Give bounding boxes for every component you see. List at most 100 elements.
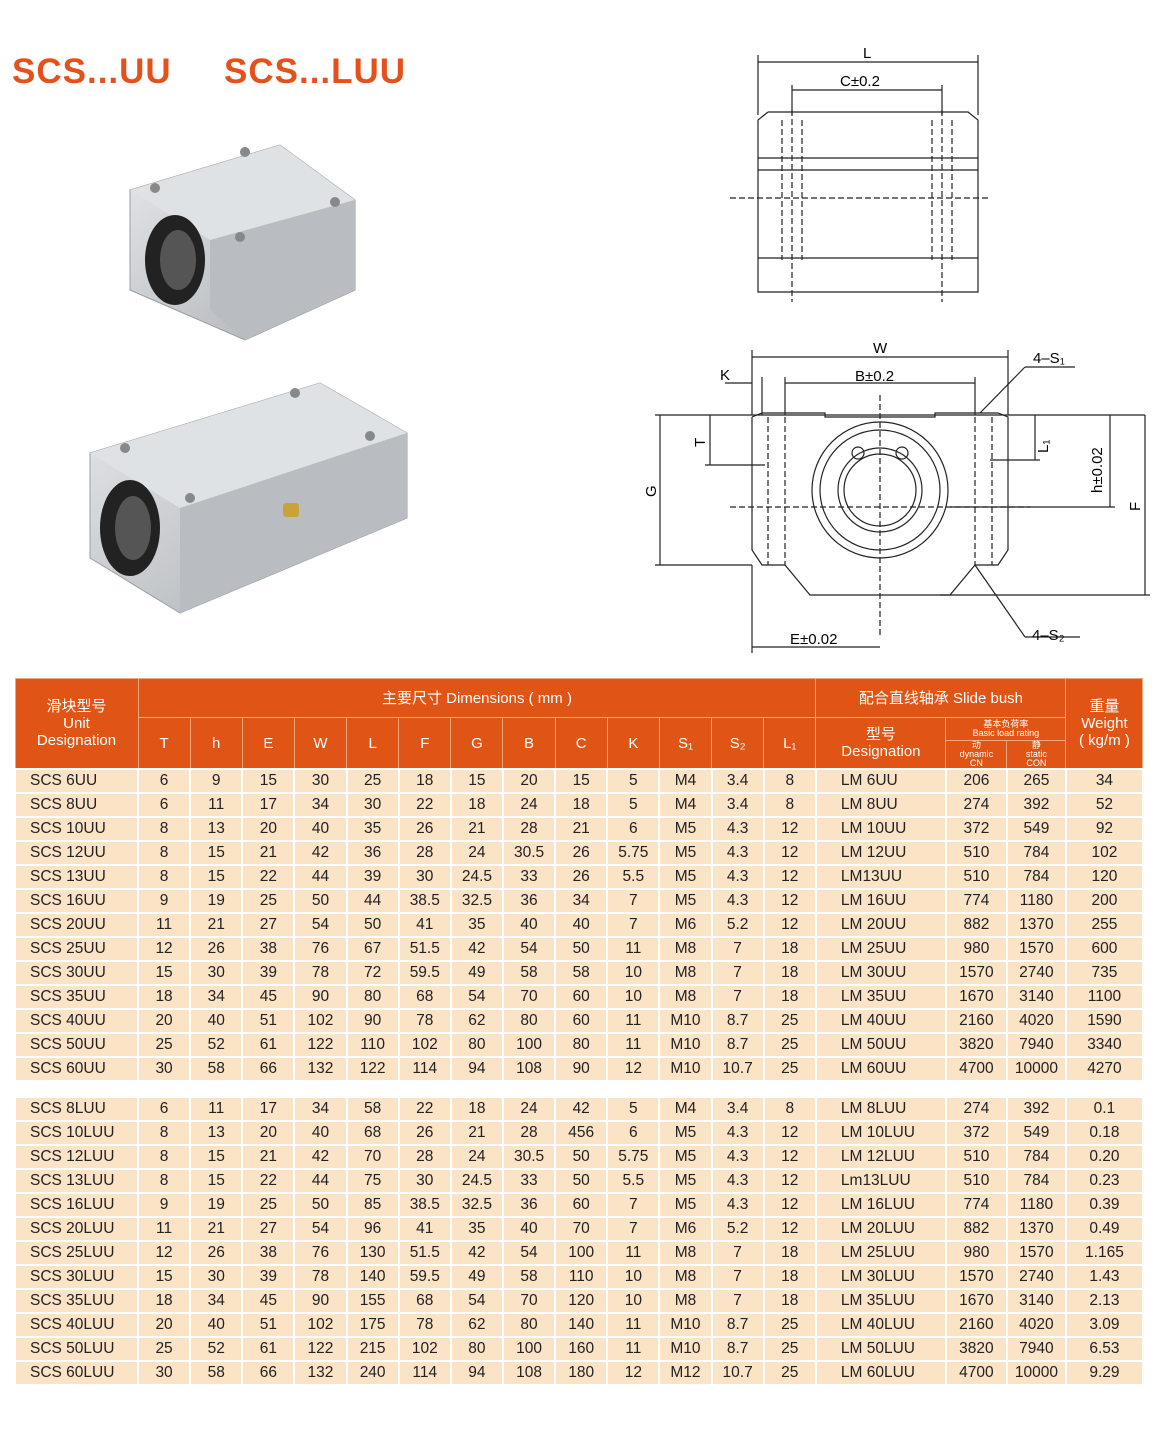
table-cell: 784 [1005,1144,1067,1170]
table-cell: 15 [136,960,192,986]
table-cell: LM 12LUU [814,1144,947,1170]
table-cell: 50 [293,1192,348,1218]
table-cell: 34 [189,984,244,1010]
table-cell: 1570 [1005,1240,1067,1266]
table-cell: 52 [189,1032,244,1058]
table-cell: 255 [1064,912,1144,938]
table-cell: 6.53 [1064,1336,1144,1362]
table-cell: LM 40UU [814,1008,947,1034]
table-cell: 32.5 [449,1192,504,1218]
table-cell: 1670 [944,984,1008,1010]
table-cell: 11 [606,1032,661,1058]
table-cell: 980 [944,1240,1008,1266]
table-cell: 4020 [1005,1008,1067,1034]
table-cell: 784 [1005,840,1067,866]
table-cell: LM13UU [814,864,947,890]
table-cell: 66 [241,1360,296,1386]
table-cell: 12 [762,816,817,842]
dim-F: F [1127,502,1144,511]
table-row: SCS 30LUU 15 30 39 78 140 59.5 49 58 110 10 M8 7 18 LM… [14,1264,1144,1290]
dim-C: C±0.2 [840,73,880,90]
table-cell: 30 [189,1264,244,1290]
table-cell: 2740 [1005,1264,1067,1290]
dim-col-header: E [241,717,295,770]
table-cell: LM 8LUU [814,1096,947,1122]
table-cell: 100 [554,1240,609,1266]
table-cell: 1.43 [1064,1264,1144,1290]
table-cell: 110 [554,1264,609,1290]
table-cell: SCS 50LUU [14,1336,139,1362]
table-cell: 12 [606,1056,661,1082]
table-cell: 24.5 [449,1168,504,1194]
table-cell: 34 [189,1288,244,1314]
table-cell: 882 [944,1216,1008,1242]
table-cell: 44 [293,864,348,890]
table-cell: 4.3 [710,1144,765,1170]
table-cell: LM 30UU [814,960,947,986]
table-cell: 15 [189,1168,244,1194]
table-cell: 38 [241,1240,296,1266]
table-cell: 8 [762,792,817,818]
table-cell: 36 [345,840,400,866]
table-cell: 72 [345,960,400,986]
table-cell: 54 [501,1240,557,1266]
table-cell: 3140 [1005,1288,1067,1314]
unit-designation-header: 滑块型号 Unit Designation [14,678,139,770]
front-view-drawing: W K B±0.2 4–S₁ T G L₁ h±0.02 F E±0.02 4–… [643,340,1150,653]
table-cell: 42 [554,1096,609,1122]
table-cell: 108 [501,1056,557,1082]
table-cell: 8 [136,1120,192,1146]
weight-header: 重量 Weight ( kg/m ) [1065,678,1144,770]
table-cell: 132 [293,1056,348,1082]
table-cell: 6 [606,816,661,842]
table-cell: 33 [501,864,557,890]
table-cell: 140 [554,1312,609,1338]
table-cell: 1570 [944,960,1008,986]
table-cell: 1590 [1064,1008,1144,1034]
spec-table: 滑块型号 Unit Designation 主要尺寸 Dimensions ( … [14,678,1144,1386]
table-cell: 392 [1005,1096,1067,1122]
table-cell: SCS 16UU [14,888,139,914]
dim-S2: 4–S₂ [1032,627,1065,644]
table-cell: 102 [397,1032,452,1058]
table-cell: LM 20LUU [814,1216,947,1242]
table-cell: 34 [293,1096,348,1122]
table-cell: 180 [554,1360,609,1386]
table-cell: LM 16UU [814,888,947,914]
table-cell: 5 [606,768,661,794]
table-cell: 18 [762,936,817,962]
table-cell: 4.3 [710,816,765,842]
table-cell: M4 [658,1096,713,1122]
table-cell: 15 [189,864,244,890]
dim-L1: L₁ [1035,440,1052,453]
table-cell: SCS 60LUU [14,1360,139,1386]
table-cell: SCS 30LUU [14,1264,139,1290]
dim-col-header: W [293,717,348,770]
table-cell: 18 [762,1264,817,1290]
table-cell: 4.3 [710,1168,765,1194]
table-row: SCS 16UU 9 19 25 50 44 38.5 32.5 36 34 7 M5 4.3 12 LM … [14,888,1144,914]
table-cell: M4 [658,792,713,818]
table-row: SCS 35LUU 18 34 45 90 155 68 54 70 120 10 M8 7 18 LM 3… [14,1288,1144,1314]
table-row: SCS 35UU 18 34 45 90 80 68 54 70 60 10 M8 7 18 LM 35UU… [14,984,1144,1010]
table-cell: 114 [397,1056,452,1082]
table-cell: 25 [762,1056,817,1082]
table-cell: 4700 [944,1056,1008,1082]
table-cell: 35 [449,912,504,938]
table-cell: 100 [501,1336,557,1362]
table-cell: 206 [944,768,1008,794]
table-cell: 59.5 [397,1264,452,1290]
table-cell: LM 10LUU [814,1120,947,1146]
table-cell: 51 [241,1312,296,1338]
table-cell: 25 [762,1032,817,1058]
table-cell: SCS 40LUU [14,1312,139,1338]
table-cell: 240 [345,1360,400,1386]
table-cell: 24 [501,1096,557,1122]
table-cell: 34 [1064,768,1144,794]
table-cell: 21 [554,816,609,842]
table-cell: M4 [658,768,713,794]
table-cell: 12 [606,1360,661,1386]
table-cell: M10 [658,1056,713,1082]
table-cell: 58 [501,960,557,986]
table-cell: 980 [944,936,1008,962]
